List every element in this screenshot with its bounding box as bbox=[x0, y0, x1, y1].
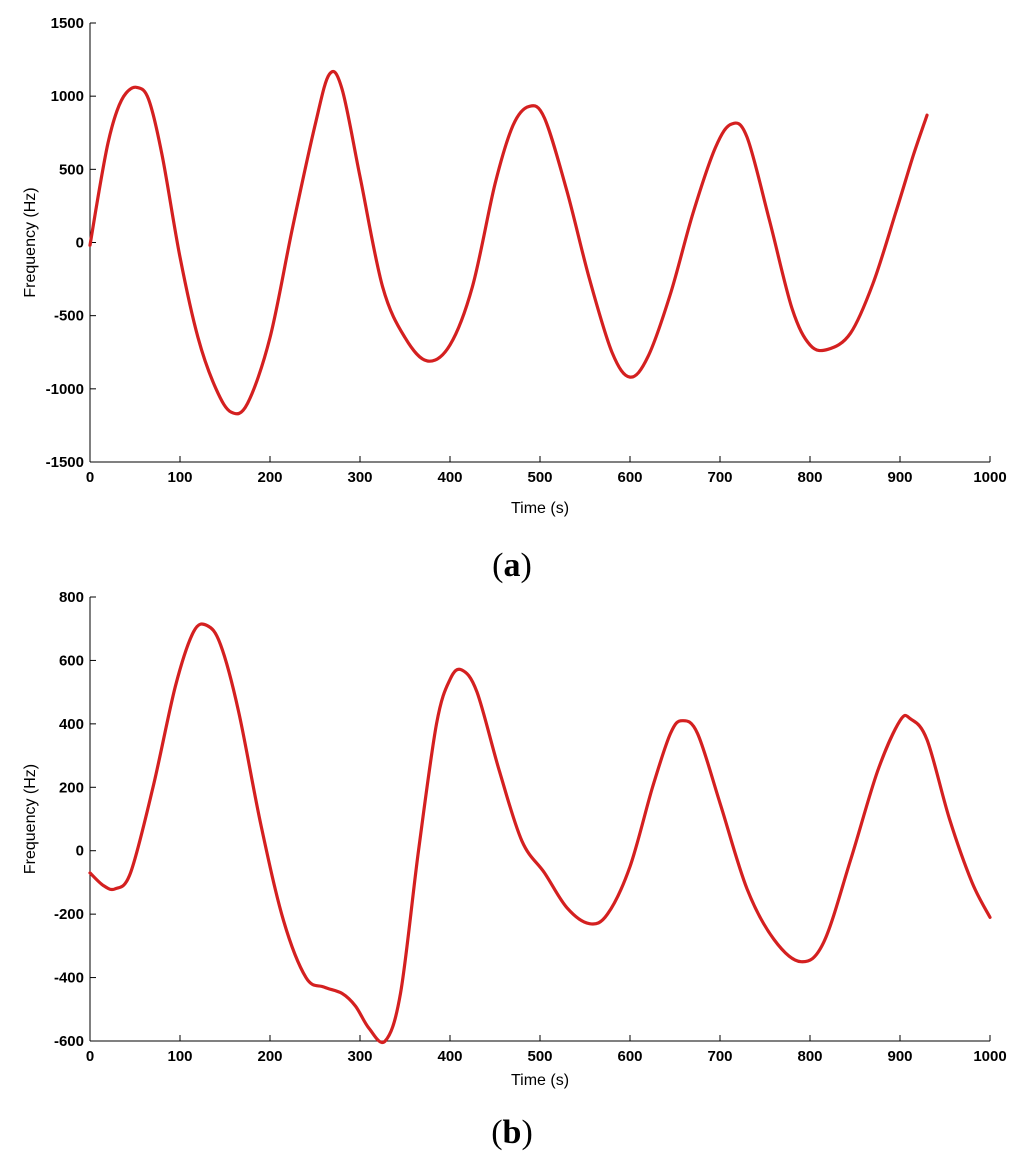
series-line bbox=[88, 622, 992, 1044]
x-axis-label: Time (s) bbox=[511, 1072, 569, 1089]
x-axis-label: Time (s) bbox=[511, 500, 569, 517]
y-tick-label: 1000 bbox=[51, 88, 84, 105]
y-axis-label: Frequency (Hz) bbox=[22, 187, 39, 297]
x-tick-label: 400 bbox=[437, 469, 462, 486]
x-tick-label: 800 bbox=[797, 469, 822, 486]
x-tick-label: 400 bbox=[437, 1048, 462, 1065]
y-tick-label: 200 bbox=[59, 779, 84, 796]
y-tick-label: -500 bbox=[54, 308, 84, 325]
y-tick-label: -1000 bbox=[46, 381, 84, 398]
x-tick-label: 600 bbox=[617, 469, 642, 486]
chart-panel-a: -1500 -1000 -500 0 500 1000 1500 0 100 200 300 400 5… bbox=[22, 15, 1007, 517]
y-tick-label: 1500 bbox=[51, 15, 84, 32]
x-tick-label: 100 bbox=[167, 469, 192, 486]
x-tick-label: 900 bbox=[887, 1048, 912, 1065]
y-tick-label: -200 bbox=[54, 906, 84, 923]
x-tick-label: 900 bbox=[887, 469, 912, 486]
y-tick-label: -600 bbox=[54, 1033, 84, 1050]
y-tick-label: 500 bbox=[59, 161, 84, 178]
x-tick-label: 300 bbox=[347, 1048, 372, 1065]
y-tick-label: 0 bbox=[76, 843, 84, 860]
y-tick-label: -1500 bbox=[46, 454, 84, 471]
x-tick-label: 200 bbox=[257, 469, 282, 486]
x-tick-label: 100 bbox=[167, 1048, 192, 1065]
panel-label-a: (a) bbox=[492, 547, 532, 584]
x-tick-label: 500 bbox=[527, 1048, 552, 1065]
y-tick-label: 400 bbox=[59, 716, 84, 733]
x-tick-label: 600 bbox=[617, 1048, 642, 1065]
y-axis-label: Frequency (Hz) bbox=[22, 764, 39, 874]
x-tick-label: 700 bbox=[707, 1048, 732, 1065]
y-tick-label: 600 bbox=[59, 652, 84, 669]
panel-label-b: (b) bbox=[491, 1114, 533, 1151]
y-tick-label: -400 bbox=[54, 970, 84, 987]
y-tick-label: 0 bbox=[76, 235, 84, 252]
y-tick-label: 800 bbox=[59, 589, 84, 606]
x-tick-label: 300 bbox=[347, 469, 372, 486]
x-tick-label: 500 bbox=[527, 469, 552, 486]
x-tick-label: 200 bbox=[257, 1048, 282, 1065]
x-tick-label: 0 bbox=[86, 1048, 94, 1065]
x-tick-label: 1000 bbox=[973, 469, 1006, 486]
x-tick-label: 0 bbox=[86, 469, 94, 486]
x-tick-label: 700 bbox=[707, 469, 732, 486]
chart-panel-b: -600 -400 -200 0 200 400 600 800 0 100 200 300 400 50… bbox=[22, 589, 1007, 1089]
x-tick-label: 800 bbox=[797, 1048, 822, 1065]
x-tick-label: 1000 bbox=[973, 1048, 1006, 1065]
series-line bbox=[88, 69, 929, 416]
